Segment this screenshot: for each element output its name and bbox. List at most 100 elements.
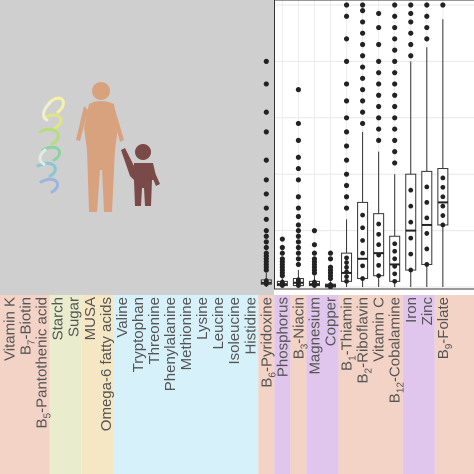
outlier-point [376, 58, 382, 64]
x-tick-label-iron: Iron [403, 297, 420, 323]
outlier-point [392, 103, 398, 110]
outlier-point [295, 137, 301, 143]
data-point [360, 225, 365, 231]
data-point [344, 274, 349, 280]
boxplot-magnesium [308, 228, 320, 288]
outlier-point [311, 228, 318, 234]
outlier-point [360, 109, 366, 115]
outlier-point [360, 30, 366, 36]
x-tick-label-valine: Valine [114, 297, 131, 338]
x-tick-label-phenylalanine: Phenylalanine [162, 297, 179, 391]
boxplot-vitamin-c [373, 10, 385, 287]
boxplot-phosphorus [276, 236, 288, 288]
boxplot-zinc [421, 2, 433, 287]
outlier-point [311, 250, 318, 256]
band-vitamin [0, 295, 50, 474]
outlier-point [327, 264, 334, 270]
outlier-point [263, 216, 269, 222]
outlier-point [295, 244, 301, 251]
x-tick-label-omega-6-fatty-acids: Omega-6 fatty acids [98, 297, 115, 431]
data-point [360, 212, 365, 218]
data-point [360, 263, 365, 269]
boxplot-copper [325, 250, 336, 290]
data-point [408, 251, 414, 257]
outlier-point [376, 115, 382, 121]
data-point [279, 279, 285, 285]
data-point [408, 187, 414, 193]
data-point [296, 277, 301, 283]
outlier-point [295, 233, 301, 239]
outlier-point [392, 81, 398, 87]
outlier-point [295, 165, 301, 172]
data-point [344, 269, 349, 275]
data-point [392, 241, 398, 247]
outlier-point [263, 239, 269, 245]
outlier-point [343, 13, 350, 19]
outlier-point [392, 149, 398, 155]
outlier-point [376, 103, 382, 110]
band-mineral [306, 295, 339, 474]
outlier-point [343, 2, 350, 8]
boxplot-b9-folate [437, 2, 449, 287]
x-tick-label-b12-cobalamine: B12-Cobalamine [387, 297, 407, 403]
outlier-point [392, 70, 398, 76]
outlier-point [392, 36, 398, 42]
outlier-point [295, 87, 301, 93]
data-point [408, 219, 414, 225]
outlier-point [263, 244, 269, 251]
data-point [424, 215, 430, 221]
outlier-point [343, 36, 350, 42]
outlier-point [360, 2, 366, 8]
outlier-point [392, 92, 398, 98]
outlier-point [408, 2, 414, 8]
outlier-point [440, 2, 446, 8]
data-point [408, 203, 414, 209]
outlier-point [376, 137, 382, 143]
band-vitamin [338, 295, 403, 474]
x-tick-label-b2-riboflavin: B2-Riboflavin [355, 297, 375, 383]
x-tick-label-magnesium: Magnesium [306, 297, 323, 375]
outlier-point [263, 109, 269, 115]
outlier-point [360, 75, 366, 81]
outlier-point [360, 120, 366, 127]
data-point [424, 246, 430, 252]
outlier-point [392, 126, 398, 132]
x-tick-label-copper: Copper [323, 297, 340, 346]
data-point [376, 273, 382, 279]
outlier-point [343, 194, 350, 200]
outlier-point [295, 120, 301, 127]
outlier-point [295, 177, 301, 183]
x-tick-label-phosphorus: Phosphorus [274, 297, 291, 377]
x-tick-label-leucine: Leucine [210, 297, 227, 350]
data-point [392, 278, 398, 284]
outlier-point [392, 160, 398, 166]
band-mineral [402, 295, 435, 474]
outlier-point [376, 70, 382, 76]
outlier-point [327, 250, 334, 256]
data-point [263, 278, 269, 284]
x-tick-label-histidine: Histidine [242, 297, 259, 355]
x-tick-label-musa: MUSA [82, 297, 99, 340]
outlier-point [376, 10, 382, 17]
data-point [440, 203, 446, 209]
boxplot-b1-thiamin [341, 2, 353, 287]
boxplots [260, 2, 449, 290]
outlier-point [263, 191, 269, 197]
outlier-point [263, 58, 269, 64]
outlier-point [295, 205, 301, 211]
outlier-point [263, 157, 269, 163]
mother-figure [76, 82, 124, 212]
dna-icon [36, 96, 65, 194]
outlier-point [392, 47, 398, 53]
x-tick-label-methionine: Methionine [178, 297, 195, 370]
band-carbohydrate [49, 295, 82, 474]
outlier-point [295, 239, 301, 245]
outlier-point [263, 81, 269, 87]
data-point [344, 260, 349, 265]
x-tick-label-lysine: Lysine [194, 297, 211, 340]
outlier-point [408, 53, 414, 59]
data-point [376, 262, 382, 268]
data-point [360, 276, 365, 281]
plot-panel [260, 0, 474, 295]
